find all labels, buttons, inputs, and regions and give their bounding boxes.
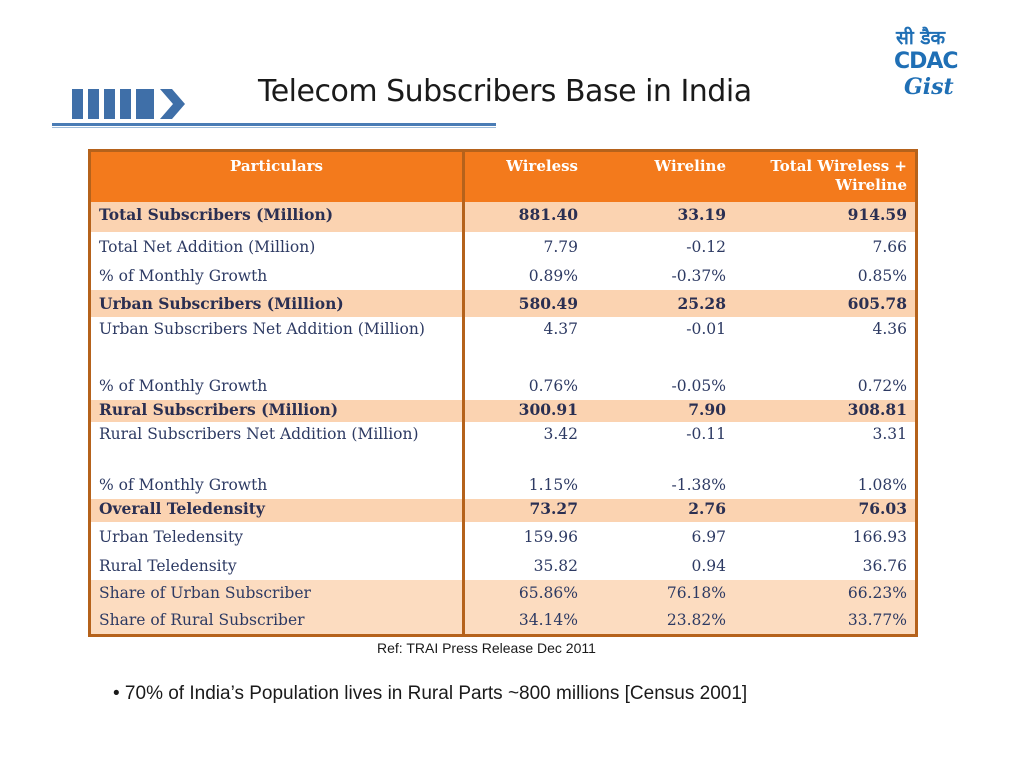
total-value: 1.08% xyxy=(734,476,915,500)
total-value: 0.72% xyxy=(734,376,915,400)
wireless-value: 3.42 xyxy=(463,422,586,477)
bar-4 xyxy=(120,89,131,119)
wireless-value: 7.79 xyxy=(463,231,586,263)
header-particulars: Particulars xyxy=(91,152,465,202)
subscribers-table: Particulars Wireless Wireline Total Wire… xyxy=(88,149,918,637)
wireline-value: 33.19 xyxy=(586,201,734,232)
cdac-gist-logo: सी डैक CDAC Gist xyxy=(890,24,968,104)
table-row: Urban Subscribers (Million) 580.49 25.28… xyxy=(91,289,915,317)
wireless-value: 35.82 xyxy=(463,553,586,580)
total-value: 76.03 xyxy=(734,499,915,522)
wireline-value: 76.18% xyxy=(586,579,734,607)
wireless-value: 0.89% xyxy=(463,262,586,290)
wireless-value: 0.76% xyxy=(463,376,586,400)
row-label: Overall Teledensity xyxy=(91,499,465,522)
slide-title: Telecom Subscribers Base in India xyxy=(258,74,752,109)
table-row: Rural Subscribers (Million) 300.91 7.90 … xyxy=(91,399,915,423)
table-header-row: Particulars Wireless Wireline Total Wire… xyxy=(91,152,915,202)
row-label: % of Monthly Growth xyxy=(91,376,465,400)
bullet-point: • 70% of India’s Population lives in Rur… xyxy=(113,683,748,704)
total-value: 605.78 xyxy=(734,289,915,317)
wireline-value: 2.76 xyxy=(586,499,734,522)
wireless-value: 34.14% xyxy=(463,606,586,634)
total-value: 3.31 xyxy=(734,422,915,477)
total-value: 66.23% xyxy=(734,579,915,607)
row-label: Rural Teledensity xyxy=(91,553,465,580)
total-value: 308.81 xyxy=(734,399,915,423)
wireless-value: 300.91 xyxy=(463,399,586,423)
table-row: Total Subscribers (Million) 881.40 33.19… xyxy=(91,201,915,232)
row-label: Rural Subscribers (Million) xyxy=(91,399,465,423)
total-value: 36.76 xyxy=(734,553,915,580)
wireline-value: 0.94 xyxy=(586,553,734,580)
table-row: % of Monthly Growth 1.15% -1.38% 1.08% xyxy=(91,476,915,500)
row-label: Total Net Addition (Million) xyxy=(91,231,465,263)
header-wireline: Wireline xyxy=(586,152,734,202)
logo-hindi-text: सी डैक xyxy=(896,27,946,49)
table-row: % of Monthly Growth 0.76% -0.05% 0.72% xyxy=(91,376,915,400)
wireline-value: 23.82% xyxy=(586,606,734,634)
table-row: Total Net Addition (Million) 7.79 -0.12 … xyxy=(91,231,915,263)
table-row: Share of Rural Subscriber 34.14% 23.82% … xyxy=(91,606,915,634)
arrow-right-icon xyxy=(160,89,185,119)
table-row: Rural Subscribers Net Addition (Million)… xyxy=(91,422,915,477)
bar-3 xyxy=(104,89,115,119)
table-row: Overall Teledensity 73.27 2.76 76.03 xyxy=(91,499,915,522)
bar-2 xyxy=(88,89,99,119)
table-row: % of Monthly Growth 0.89% -0.37% 0.85% xyxy=(91,262,915,290)
slide-bars-decoration xyxy=(72,89,185,119)
row-label: Urban Subscribers (Million) xyxy=(91,289,465,317)
total-value: 914.59 xyxy=(734,201,915,232)
wireless-value: 73.27 xyxy=(463,499,586,522)
bar-1 xyxy=(72,89,83,119)
wireline-value: 7.90 xyxy=(586,399,734,423)
row-label: Rural Subscribers Net Addition (Million) xyxy=(91,422,465,477)
reference-note: Ref: TRAI Press Release Dec 2011 xyxy=(377,640,596,656)
row-label: Urban Teledensity xyxy=(91,521,465,554)
table-row: Share of Urban Subscriber 65.86% 76.18% … xyxy=(91,579,915,607)
row-label: Total Subscribers (Million) xyxy=(91,201,465,232)
row-label: Share of Urban Subscriber xyxy=(91,579,465,607)
logo-cdac-text: CDAC xyxy=(894,49,959,74)
bar-5 xyxy=(136,89,154,119)
row-label: Share of Rural Subscriber xyxy=(91,606,465,634)
header-wireless: Wireless xyxy=(463,152,586,202)
title-underline xyxy=(52,123,496,126)
total-value: 4.36 xyxy=(734,316,915,377)
wireline-value: 25.28 xyxy=(586,289,734,317)
row-label: % of Monthly Growth xyxy=(91,262,465,290)
wireless-value: 4.37 xyxy=(463,316,586,377)
wireless-value: 1.15% xyxy=(463,476,586,500)
wireless-value: 881.40 xyxy=(463,201,586,232)
total-value: 0.85% xyxy=(734,262,915,290)
wireline-value: -0.12 xyxy=(586,231,734,263)
logo-gist-text: Gist xyxy=(904,74,954,100)
wireline-value: -0.01 xyxy=(586,316,734,377)
wireline-value: -0.37% xyxy=(586,262,734,290)
table-row: Urban Teledensity 159.96 6.97 166.93 xyxy=(91,521,915,554)
total-value: 166.93 xyxy=(734,521,915,554)
title-underline-shadow xyxy=(52,127,496,128)
wireline-value: 6.97 xyxy=(586,521,734,554)
wireless-value: 65.86% xyxy=(463,579,586,607)
header-total: Total Wireless + Wireline xyxy=(734,152,915,202)
wireless-value: 580.49 xyxy=(463,289,586,317)
row-label: Urban Subscribers Net Addition (Million) xyxy=(91,316,465,377)
total-value: 33.77% xyxy=(734,606,915,634)
wireline-value: -0.11 xyxy=(586,422,734,477)
wireless-value: 159.96 xyxy=(463,521,586,554)
wireline-value: -1.38% xyxy=(586,476,734,500)
table-row: Rural Teledensity 35.82 0.94 36.76 xyxy=(91,553,915,580)
total-value: 7.66 xyxy=(734,231,915,263)
table-row: Urban Subscribers Net Addition (Million)… xyxy=(91,316,915,377)
row-label: % of Monthly Growth xyxy=(91,476,465,500)
wireline-value: -0.05% xyxy=(586,376,734,400)
